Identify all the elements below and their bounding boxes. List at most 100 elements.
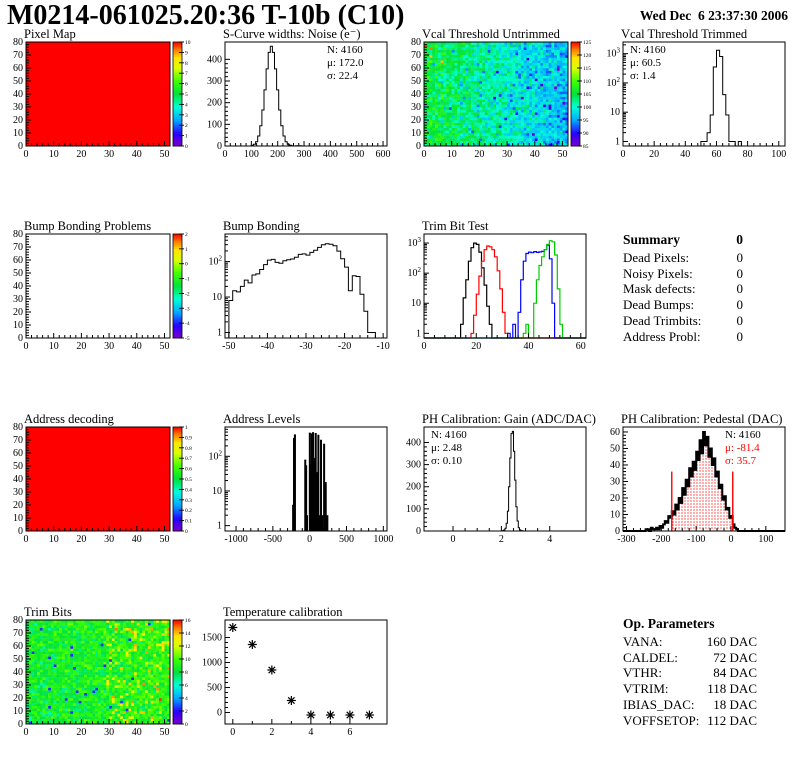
op-row-caldel: CALDEL: 72 DAC [623, 650, 757, 666]
svg-text:σ: 35.7: σ: 35.7 [725, 455, 756, 467]
svg-text:30: 30 [104, 534, 114, 545]
svg-text:10: 10 [411, 128, 421, 139]
svg-text:10: 10 [49, 534, 59, 545]
svg-text:60: 60 [711, 149, 721, 160]
row-label: Dead Bumps: [623, 297, 695, 313]
row-label: IBIAS_DAC: [623, 696, 695, 712]
svg-text:1000: 1000 [373, 534, 393, 545]
svg-text:40: 40 [411, 89, 421, 100]
svg-text:100: 100 [771, 149, 786, 160]
svg-text:Address Levels: Address Levels [223, 413, 301, 426]
svg-text:0: 0 [185, 144, 188, 150]
svg-text:125: 125 [583, 40, 592, 46]
op-parameters-block: Op. Parameters VANA: 160 DAC CALDEL: 72 DA… [623, 616, 757, 729]
svg-text:0: 0 [24, 149, 29, 160]
row-value: 0 [736, 312, 744, 328]
addr-levels-chart: -1000 -500 0 500 1000 1 10 102 Address Levels [209, 413, 394, 545]
svg-text:95: 95 [583, 118, 589, 124]
svg-text:20: 20 [76, 149, 86, 160]
svg-text:PH Calibration: Gain (ADC/DAC): PH Calibration: Gain (ADC/DAC) [422, 413, 596, 426]
svg-text:0: 0 [621, 149, 626, 160]
svg-text:PH Calibration: Pedestal (DAC): PH Calibration: Pedestal (DAC) [621, 413, 782, 426]
op-parameters-title: Op. Parameters [623, 616, 715, 631]
row-value: 112 DAC [707, 712, 757, 728]
summary-total: 0 [736, 232, 743, 247]
svg-text:-50: -50 [222, 341, 235, 352]
svg-text:0.5: 0.5 [185, 477, 192, 483]
svg-text:50: 50 [13, 76, 23, 87]
svg-text:0.2: 0.2 [185, 508, 192, 514]
pad-temp-cal: 0 2 4 6 0 500 1000 1500 Temperature calibration [199, 606, 398, 756]
pad-pixel-map: 0 10 20 30 40 50 0 10 20 30 40 50 60 70 80 0 1 2 3 4 5 6 7 8 9 10… [0, 28, 199, 178]
svg-text:70: 70 [411, 50, 421, 61]
svg-text:20: 20 [411, 115, 421, 126]
svg-text:0.8: 0.8 [185, 446, 192, 452]
svg-text:-500: -500 [264, 534, 282, 545]
svg-text:4: 4 [547, 534, 552, 545]
svg-text:1: 1 [185, 247, 188, 253]
svg-text:50: 50 [159, 149, 169, 160]
svg-text:100: 100 [244, 149, 259, 160]
svg-text:50: 50 [610, 443, 620, 454]
svg-text:60: 60 [13, 63, 23, 74]
svg-text:200: 200 [207, 98, 222, 109]
svg-text:1: 1 [185, 134, 188, 140]
svg-text:-2: -2 [185, 291, 190, 297]
summary-row-noisy-pixels: Noisy Pixels: 0 [623, 266, 743, 282]
svg-text:300: 300 [406, 460, 421, 471]
svg-text:Vcal Threshold Untrimmed: Vcal Threshold Untrimmed [422, 28, 561, 41]
svg-text:1: 1 [615, 136, 620, 147]
svg-text:20: 20 [610, 493, 620, 504]
svg-text:70: 70 [13, 435, 23, 446]
svg-text:20: 20 [13, 307, 23, 318]
svg-text:0: 0 [18, 333, 23, 344]
summary-block: Summary 0 Dead Pixels: 0 Noisy Pixels: 0 M… [623, 232, 743, 345]
row-value: 0 [736, 281, 744, 297]
svg-text:200: 200 [270, 149, 285, 160]
vcal-untrimmed-chart: 0 10 20 30 40 5001020304050607080859095100105… [411, 28, 592, 160]
svg-text:-40: -40 [261, 341, 274, 352]
row-value: 84 DAC [713, 665, 757, 681]
svg-text:300: 300 [297, 149, 312, 160]
pad-vcal-untrimmed: 0 10 20 30 40 50 0 10 20 30 40 50 60 70 80 85 90 95 100 105… [398, 28, 597, 178]
svg-text:1: 1 [416, 328, 421, 339]
page-title: M0214-061025.20:36 T-10b (C10) [7, 0, 405, 31]
svg-text:N: 4160: N: 4160 [725, 429, 761, 441]
bump-problems-chart: 0 10 20 30 40 5001020304050607080-5-4-3-2-101… [13, 220, 190, 352]
row-label: Mask defects: [623, 281, 696, 297]
op-parameters-header: Op. Parameters [623, 616, 757, 632]
svg-text:30: 30 [610, 476, 620, 487]
row-label: VOFFSETOP: [623, 712, 700, 728]
svg-text:30: 30 [502, 149, 512, 160]
svg-text:0.9: 0.9 [185, 435, 192, 441]
op-row-vana: VANA: 160 DAC [623, 634, 757, 650]
svg-text:40: 40 [132, 149, 142, 160]
summary-row-mask-defects: Mask defects: 0 [623, 281, 743, 297]
svg-text:0: 0 [223, 149, 228, 160]
svg-text:10: 10 [212, 292, 222, 303]
svg-text:300: 300 [207, 76, 222, 87]
svg-text:3: 3 [185, 113, 188, 119]
row-value: 72 DAC [713, 649, 757, 665]
svg-text:0: 0 [185, 262, 188, 268]
svg-text:Address decoding: Address decoding [24, 413, 115, 426]
addr-decoding-chart: 0 10 20 30 40 500102030405060708000.10.20.30.… [13, 413, 192, 545]
op-row-vthr: VTHR: 84 DAC [623, 665, 757, 681]
svg-text:102: 102 [408, 266, 422, 279]
svg-text:110: 110 [583, 79, 591, 85]
row-label: VANA: [623, 633, 663, 649]
svg-text:80: 80 [13, 229, 23, 240]
svg-text:-5: -5 [185, 336, 190, 342]
summary-row-address-probl: Address Probl: 0 [623, 329, 743, 345]
svg-text:-30: -30 [299, 341, 312, 352]
svg-text:40: 40 [13, 89, 23, 100]
svg-text:105: 105 [583, 92, 592, 98]
timestamp: Wed Dec 6 23:37:30 2006 [639, 8, 788, 23]
svg-text:5: 5 [185, 92, 188, 98]
op-row-ibias-dac: IBIAS_DAC: 18 DAC [623, 697, 757, 713]
svg-text:Vcal Threshold Trimmed: Vcal Threshold Trimmed [621, 28, 748, 41]
svg-text:103: 103 [408, 236, 422, 249]
